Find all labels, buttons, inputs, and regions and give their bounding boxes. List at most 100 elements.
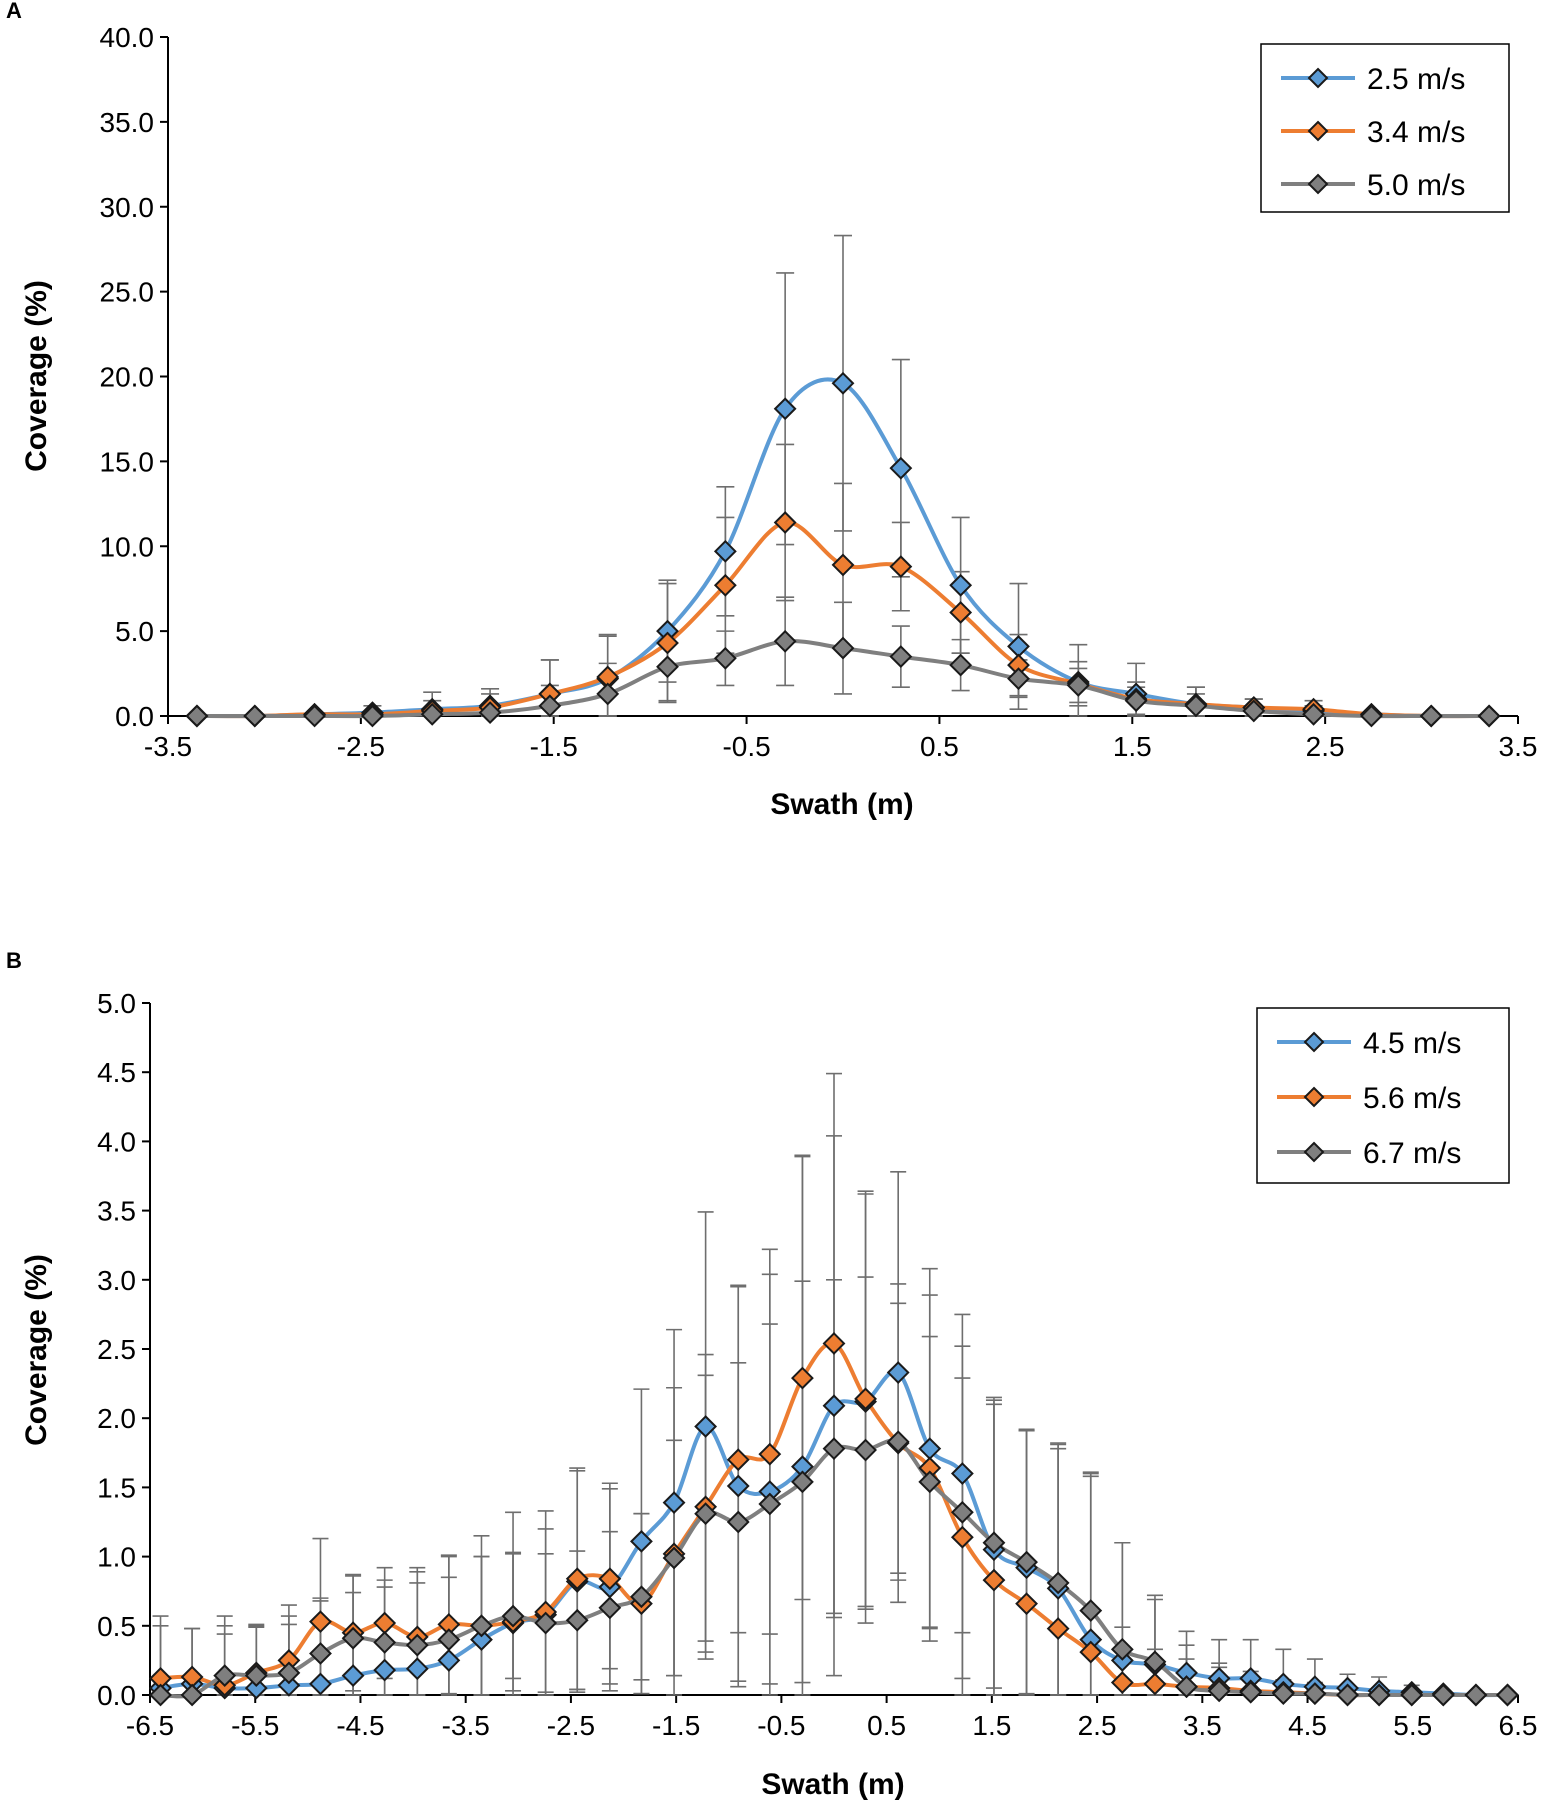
panel-b-series-3-marker	[565, 1608, 589, 1632]
panel-a-x-tick-label: -2.5	[337, 731, 385, 762]
panel-a-series-3-marker	[773, 629, 797, 653]
panel-a-x-tick-label: -0.5	[722, 731, 770, 762]
legend-marker	[1303, 1141, 1325, 1163]
panel-a-series-1-marker	[949, 573, 973, 597]
panel-a-series-3-marker	[1184, 694, 1208, 718]
panel-b-series-3-marker	[950, 1500, 974, 1524]
panel-b-series-3-marker	[149, 1683, 172, 1707]
panel-b-y-tick-label: 1.5	[97, 1472, 136, 1503]
panel-b-series-2-marker	[982, 1568, 1006, 1592]
panel-b-series-1-marker	[244, 1676, 268, 1700]
legend-label: 2.5 m/s	[1367, 63, 1465, 96]
panel-b-series-3-marker	[1271, 1682, 1295, 1706]
panel-a-y-tick-label: 10.0	[100, 531, 155, 562]
panel-b-series-3-marker	[180, 1683, 204, 1707]
panel-b-markers	[149, 1332, 1519, 1707]
panel-b-series-3-marker	[694, 1502, 718, 1526]
panel-b-series-1-marker	[630, 1529, 653, 1553]
panel-a-series-3-marker	[303, 704, 326, 728]
legend-label: 3.4 m/s	[1367, 116, 1465, 149]
panel-b-series-1-marker	[822, 1394, 846, 1418]
panel-b-series-3-marker	[886, 1430, 910, 1454]
panel-a-x-axis-title: Swath (m)	[770, 788, 913, 821]
panel-b-series-2-marker	[598, 1567, 622, 1591]
panel-b-y-tick-label: 5.0	[97, 988, 136, 1019]
panel-a-series-3-marker	[538, 694, 562, 718]
panel-b-series-3-marker	[244, 1664, 268, 1688]
panel-a-series-3-marker	[889, 645, 913, 669]
panel-a-series-1-marker	[889, 456, 913, 480]
panel-b-y-tick-label: 2.5	[97, 1334, 136, 1365]
panel-a-series-3-marker	[713, 646, 737, 670]
panel-b-series-3-marker	[373, 1630, 397, 1654]
panel-b-series-3-marker	[1400, 1683, 1424, 1707]
panel-b-x-tick-label: 1.5	[972, 1710, 1011, 1741]
panel-b-series-1-marker	[405, 1657, 429, 1681]
panel-a-series-2-marker	[773, 511, 797, 534]
panel-b-x-tick-label: 3.5	[1183, 1710, 1222, 1741]
panel-b-series-1-marker	[373, 1658, 397, 1682]
panel-a-series-3-marker	[1066, 674, 1090, 697]
panel-b-errorbar	[1050, 1443, 1067, 1696]
panel-a-x-tick-label: 1.5	[1113, 731, 1152, 762]
panel-b-series-2-marker	[1015, 1592, 1038, 1616]
panel-b-series-3-marker	[309, 1642, 332, 1665]
panel-b-series-2-marker	[758, 1442, 782, 1466]
panel-b-series-3-marker	[1464, 1683, 1488, 1707]
panel-b-axes: 0.0 0.5 1.0 1.5 2.0 2.5 3.0 3.5 4.0 4.5 5.0 -6.5 -5.…	[97, 988, 1537, 1741]
panel-a-markers	[185, 371, 1501, 728]
panel-b-series-3-marker	[1367, 1683, 1391, 1707]
panel-b-y-axis-title: Coverage (%)	[20, 1254, 53, 1446]
panel-b-series-2-marker	[309, 1610, 332, 1634]
panel-b-series-3-marker	[1046, 1571, 1070, 1595]
panel-b-series-3-marker	[1143, 1650, 1167, 1674]
panel-b-series-3-marker	[470, 1614, 493, 1638]
panel-b-x-axis-title: Swath (m)	[761, 1768, 904, 1801]
panel-b-series-2-marker	[565, 1567, 589, 1591]
panel-a-series-3-marker	[185, 704, 209, 728]
panel-a-series-3-marker	[1419, 704, 1443, 728]
panel-b-y-tick-label: 0.5	[97, 1611, 136, 1642]
panel-b-series-2-marker	[822, 1332, 846, 1355]
panel-a-series-3-marker	[656, 655, 679, 679]
panel-b-series-3-marker	[437, 1628, 461, 1652]
panel-b-series-1-marker	[277, 1673, 301, 1697]
panel-a-x-tick-label: -3.5	[144, 731, 192, 762]
panel-a-y-tick-label: 35.0	[100, 107, 155, 138]
panel-a-y-tick-label: 0.0	[115, 701, 154, 732]
panel-b-series-3-marker	[213, 1664, 237, 1688]
panel-b-series-3-marker	[1175, 1675, 1198, 1699]
panel-a-series-3-marker	[831, 636, 855, 660]
panel-b-series-2-marker	[1046, 1617, 1070, 1640]
panel-b-series-1-marker	[309, 1672, 332, 1696]
panel-b-y-tick-label: 0.0	[97, 1680, 136, 1711]
panel-b-series-3-marker	[1079, 1599, 1103, 1622]
panel-b-series-3-marker	[598, 1596, 622, 1620]
panel-a-axes: 0.0 5.0 10.0 15.0 20.0 25.0 30.0 35.0 40.0 -3.5 -2…	[100, 22, 1538, 762]
chart-panel-b: B 0.0 0.5 1.0 1.5 2.0 2.5 3.0 3.5 4.0 4.5 5.0 -6.5 -…	[6, 948, 1537, 1801]
panel-a-y-tick-label: 5.0	[115, 616, 154, 647]
panel-b-x-tick-label: -3.5	[442, 1710, 490, 1741]
panel-b-series-3-marker	[1303, 1682, 1327, 1706]
panel-b-x-tick-label: 6.5	[1499, 1710, 1538, 1741]
legend-label: 5.6 m/s	[1363, 1082, 1461, 1115]
panel-b-y-tick-label: 2.0	[97, 1403, 136, 1434]
panel-a-series-3-marker	[1477, 704, 1501, 728]
panel-b-series-3-marker	[1239, 1680, 1263, 1704]
panel-b-x-tick-label: 4.5	[1288, 1710, 1327, 1741]
panel-b-series-3-marker	[277, 1661, 301, 1685]
panel-a-x-tick-label: 0.5	[920, 731, 959, 762]
panel-b-x-tick-label: 5.5	[1393, 1710, 1432, 1741]
panel-b-series-3-marker	[662, 1546, 686, 1570]
panel-b-legend-item: 6.7 m/s	[1277, 1137, 1461, 1170]
panel-b-series-1-marker	[950, 1462, 974, 1485]
panel-a-series-1-marker	[773, 397, 797, 421]
legend-label: 6.7 m/s	[1363, 1137, 1461, 1170]
panel-b-series-3-marker	[822, 1437, 846, 1461]
panel-b-series-3-marker	[501, 1604, 525, 1628]
panel-a-y-axis-title: Coverage (%)	[20, 280, 53, 472]
panel-b-series-1-marker	[437, 1648, 461, 1672]
panel-b-series-1-marker	[886, 1361, 910, 1384]
panel-b-series-1-marker	[694, 1415, 718, 1438]
panel-a-series-2-marker	[656, 631, 679, 655]
